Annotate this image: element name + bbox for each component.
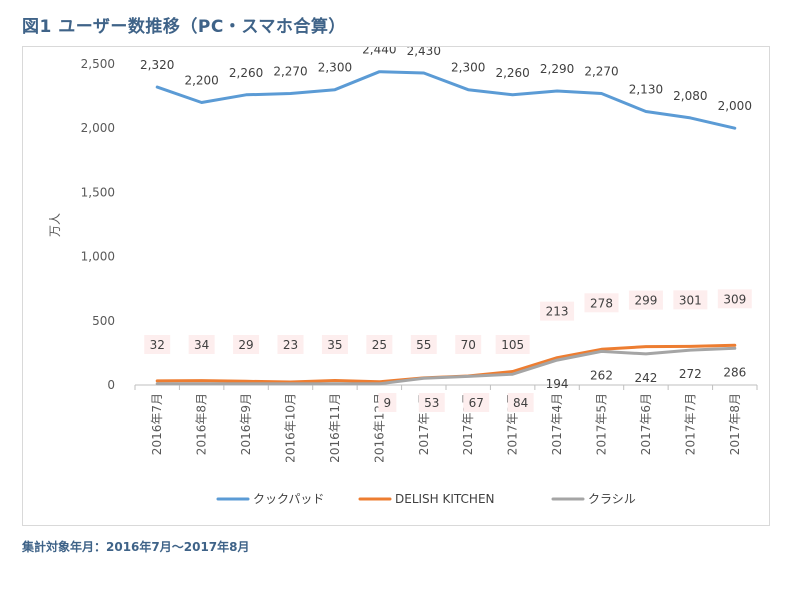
data-label-delish: 299 [634,294,657,308]
data-label-kurashiru-bg [418,393,445,412]
data-label-kurashiru: 242 [634,371,657,385]
data-label-kurashiru-bg [378,393,397,412]
legend-label-2: クラシル [588,492,636,506]
data-label-delish-bg [410,335,437,354]
data-label-delish: 29 [238,338,253,352]
y-tick-label: 0 [107,378,115,392]
y-axis-label: 万人 [48,213,62,237]
data-label-kurashiru: 67 [469,396,484,410]
data-label-delish-bg [188,335,215,354]
y-tick-label: 2,500 [81,57,115,71]
data-label-delish: 213 [546,305,569,319]
y-tick-label: 500 [92,314,115,328]
data-label-delish: 278 [590,296,613,310]
data-label-delish-bg [628,290,663,310]
data-label-delish-bg [144,335,171,354]
data-label-cookpad: 2,200 [184,74,218,88]
series-line-2 [155,346,737,386]
data-label-delish: 105 [501,338,524,352]
data-label-delish: 70 [461,338,476,352]
line-chart: 0 500 1,000 1,500 2,000 2,500 万人 2016年7月 2016年8月… [48,43,758,506]
data-label-delish: 301 [679,293,702,307]
x-tick-label: 2017年6月 [639,393,653,455]
data-label-cookpad: 2,300 [451,61,485,75]
data-label-cookpad: 2,260 [495,66,529,80]
data-label-kurashiru-bg [507,393,534,412]
footnote: 集計対象年月：2016年7月〜2017年8月 [22,540,250,554]
legend-label-1: DELISH KITCHEN [395,492,495,506]
data-label-delish-bg [321,335,348,354]
data-label-kurashiru: 9 [384,396,392,410]
x-tick-label: 2016年10月 [284,393,298,463]
data-label-cookpad: 2,130 [629,83,663,97]
data-label-cookpad: 2,080 [673,89,707,103]
data-label-cookpad: 2,270 [584,65,618,79]
data-label-cookpad: 2,440 [362,47,396,57]
y-tick-label: 2,000 [81,121,115,135]
figure-title: 図1 ユーザー数推移（PC・スマホ合算） [22,17,346,37]
data-label-delish-bg [673,290,708,310]
data-label-delish: 25 [372,338,387,352]
x-tick-label: 2016年8月 [195,393,209,455]
data-label-cookpad: 2,290 [540,62,574,76]
data-label-delish: 23 [283,338,298,352]
x-tick-label: 2017年8月 [728,393,742,455]
data-label-delish-bg [717,289,752,309]
data-label-cookpad: 2,260 [229,66,263,80]
data-label-cookpad: 2,430 [407,47,441,58]
data-label-kurashiru-bg [463,393,490,412]
x-tick-label: 2016年7月 [150,393,164,455]
data-label-delish: 32 [150,338,165,352]
data-label-delish-bg [495,335,530,354]
data-label-kurashiru: 194 [546,377,569,391]
data-label-delish-bg [277,335,304,354]
y-tick-label: 1,500 [81,185,115,199]
data-label-delish: 309 [723,292,746,306]
data-label-delish: 34 [194,338,209,352]
x-tick-label: 2016年9月 [239,393,253,455]
x-tick-label: 2017年7月 [683,393,697,455]
data-label-delish-bg [540,301,575,321]
x-tick-label: 2017年5月 [595,393,609,455]
data-label-delish: 35 [327,338,342,352]
x-tick-label: 2017年4月 [550,393,564,455]
data-label-kurashiru: 84 [513,396,528,410]
data-label-kurashiru: 53 [424,396,439,410]
data-label-cookpad: 2,270 [273,65,307,79]
data-label-kurashiru: 262 [590,368,613,382]
data-label-delish-bg [366,335,393,354]
data-label-kurashiru: 272 [679,367,702,381]
data-label-delish-bg [455,335,482,354]
x-tick-label: 2016年11月 [328,393,342,463]
data-label-cookpad: 2,320 [140,58,174,72]
series-line-0 [155,70,737,130]
data-label-delish: 55 [416,338,431,352]
data-label-delish-bg [584,293,619,313]
data-label-kurashiru: 286 [723,365,746,379]
data-label-cookpad: 2,000 [718,99,752,113]
data-label-cookpad: 2,300 [318,61,352,75]
legend-label-0: クックパッド [253,492,324,506]
data-label-delish-bg [233,335,260,354]
y-tick-label: 1,000 [81,250,115,264]
chart-container: 0 500 1,000 1,500 2,000 2,500 万人 2016年7月 2016年8月… [22,43,770,526]
